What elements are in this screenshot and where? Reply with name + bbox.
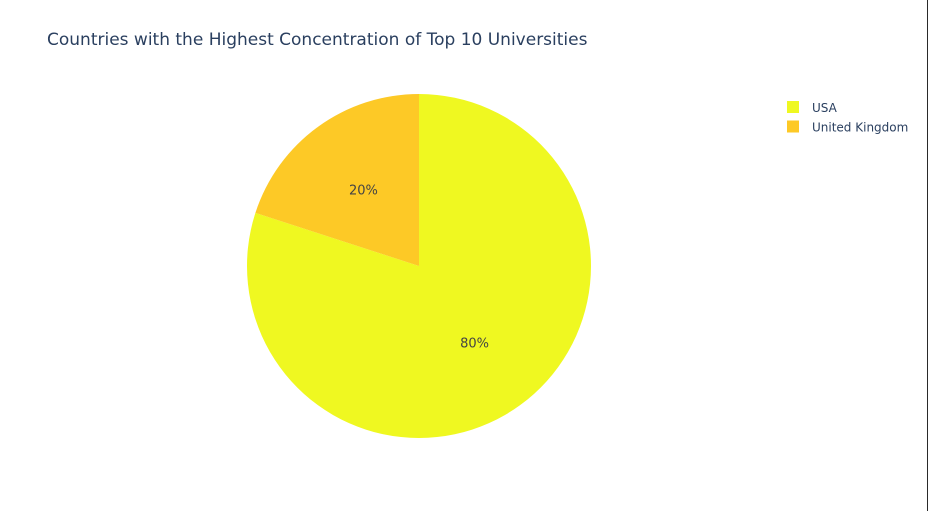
legend-label-usa[interactable]: USA [812,101,838,115]
legend-swatch-united-kingdom[interactable] [787,120,799,133]
legend-swatch-usa[interactable] [787,101,799,113]
slice-label-usa: 80% [460,337,489,352]
pie-slice-united-kingdom[interactable] [255,94,419,266]
legend-label-united-kingdom[interactable]: United Kingdom [812,121,908,135]
chart-title: Countries with the Highest Concentration… [47,30,588,50]
slice-labels: 80% 20% [349,184,489,352]
pie-slices [247,94,591,438]
slice-label-united-kingdom: 20% [349,184,378,199]
legend: USA United Kingdom [787,101,908,135]
